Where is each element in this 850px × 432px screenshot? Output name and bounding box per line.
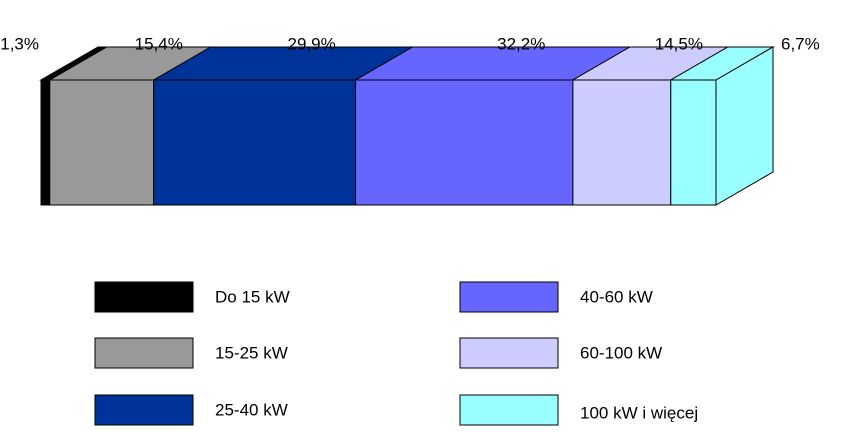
legend-label: 25-40 kW bbox=[215, 400, 288, 419]
data-label: 1,3% bbox=[0, 34, 39, 53]
bar bbox=[572, 79, 672, 206]
bar bbox=[153, 79, 357, 206]
legend-label: 100 kW i więcej bbox=[580, 403, 698, 422]
bar bbox=[670, 79, 717, 206]
legend-swatch bbox=[94, 337, 194, 369]
bar bbox=[49, 79, 155, 206]
legend-label: 60-100 kW bbox=[580, 343, 662, 362]
legend-swatch bbox=[94, 281, 194, 313]
data-label: 14,5% bbox=[655, 34, 703, 53]
data-label: 6,7% bbox=[781, 34, 820, 53]
legend-swatch bbox=[459, 337, 559, 369]
legend-swatch bbox=[94, 394, 194, 426]
legend-swatch bbox=[459, 281, 559, 313]
legend-label: 15-25 kW bbox=[215, 343, 288, 362]
legend-label: 40-60 kW bbox=[580, 287, 653, 306]
data-label: 32,2% bbox=[497, 34, 545, 53]
bar bbox=[355, 79, 574, 206]
legend-swatch bbox=[459, 394, 559, 426]
data-label: 29,9% bbox=[288, 34, 336, 53]
bar-side bbox=[715, 46, 774, 206]
legend-label: Do 15 kW bbox=[215, 287, 290, 306]
bar bbox=[40, 79, 51, 206]
data-label: 15,4% bbox=[135, 34, 183, 53]
